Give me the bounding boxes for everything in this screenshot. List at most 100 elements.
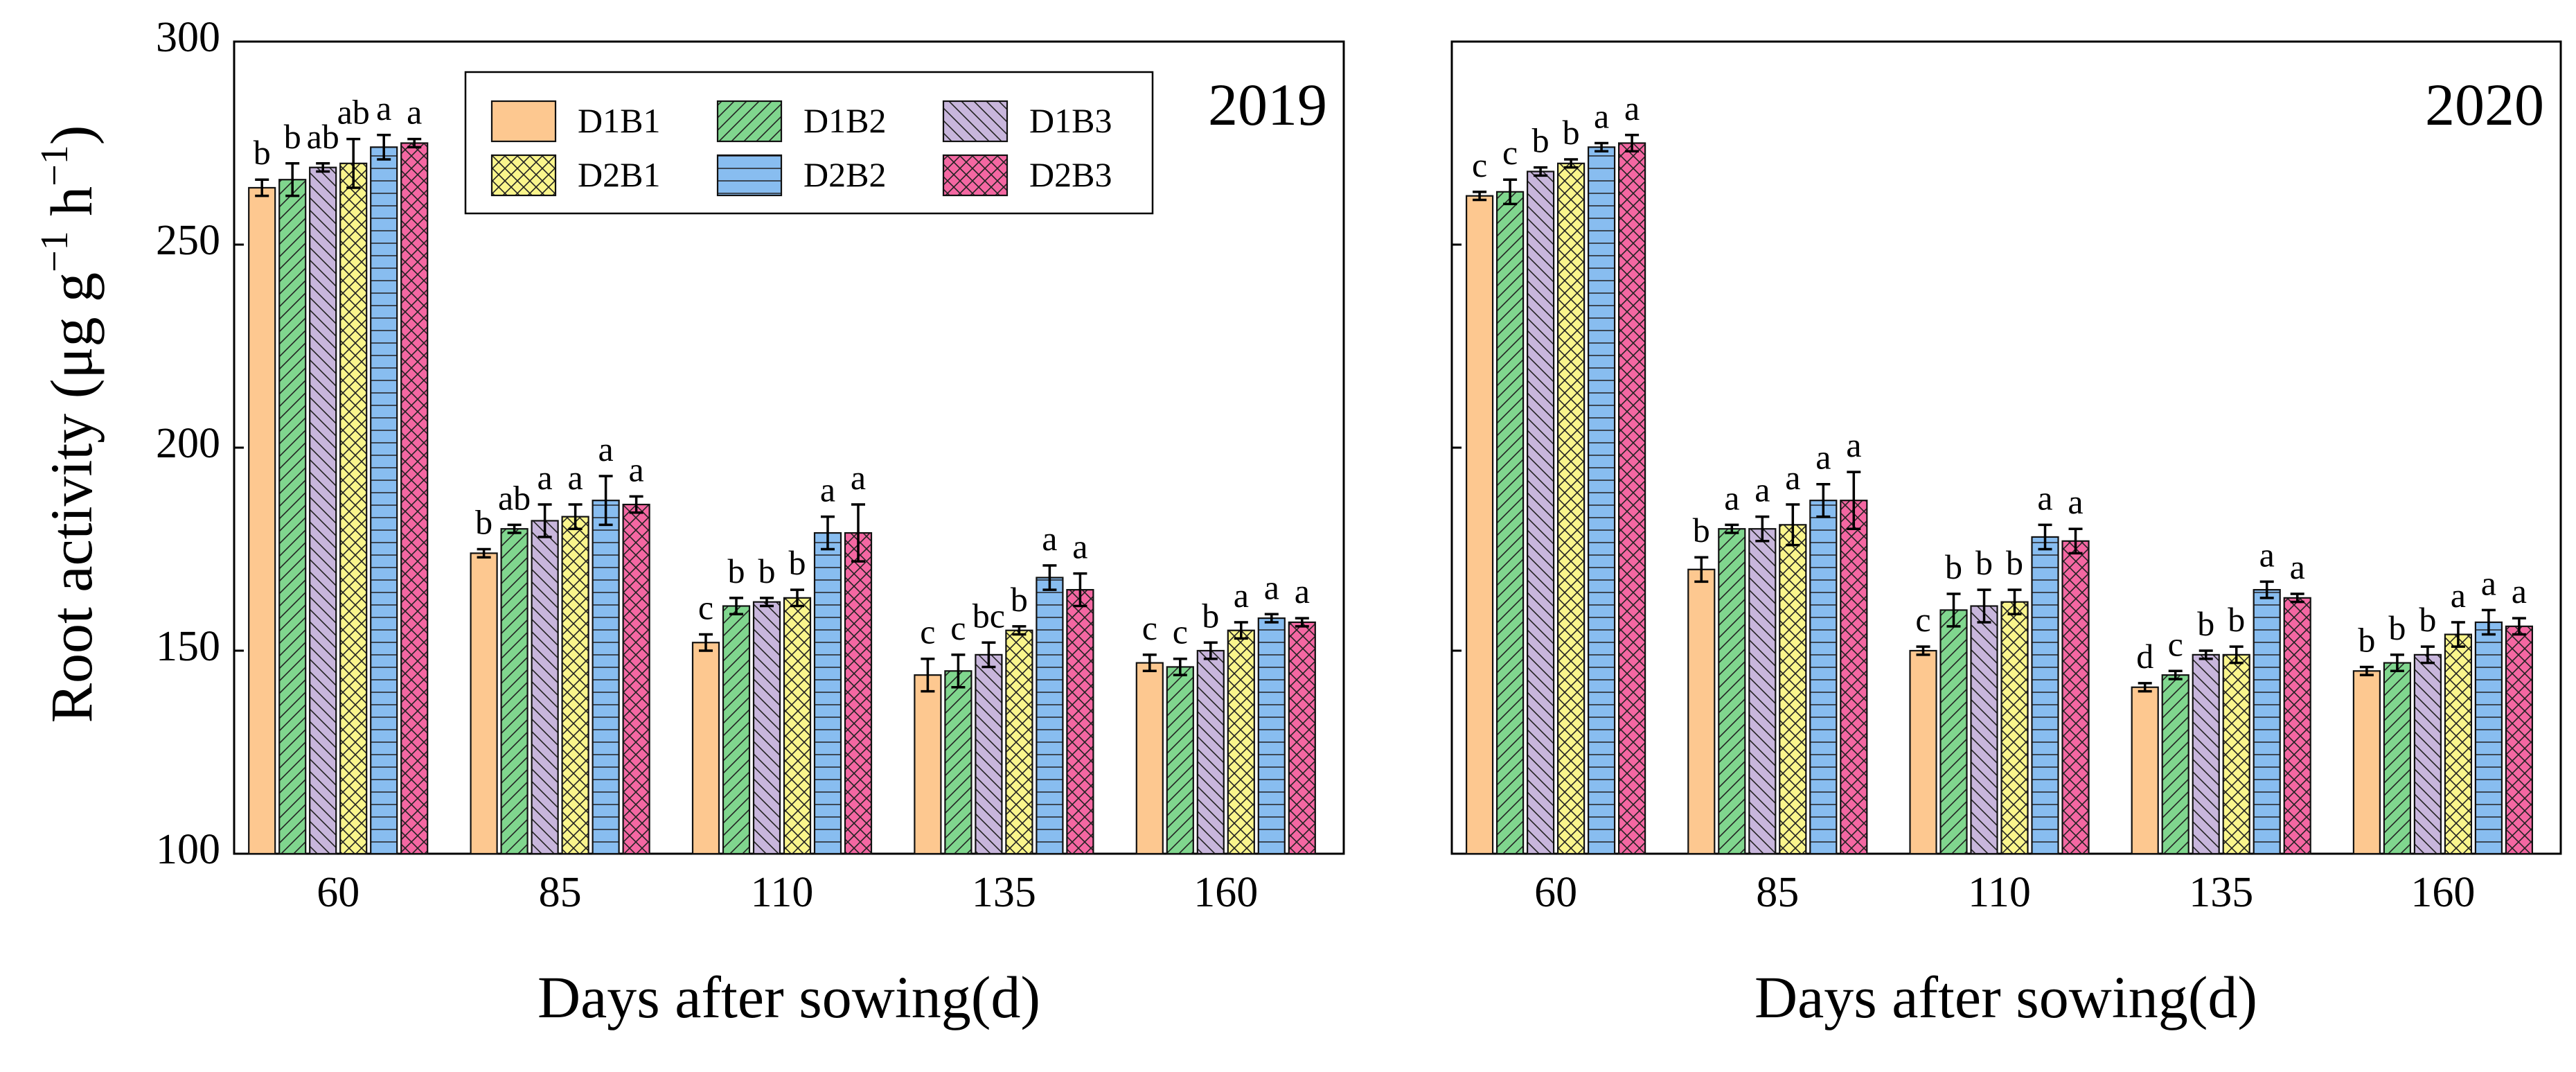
significance-letter: b xyxy=(2197,604,2214,643)
y-axis-title-sup1: −1 xyxy=(33,231,76,272)
x-tick-label: 60 xyxy=(1534,869,1577,916)
bar-d1b3 xyxy=(2192,653,2220,855)
bar-d1b1 xyxy=(914,674,942,855)
x-tick-label: 160 xyxy=(1193,869,1258,916)
y-axis-title-main: Root activity (μg g xyxy=(38,272,105,723)
bar-d2b1 xyxy=(339,162,368,855)
significance-letter: a xyxy=(1264,568,1279,606)
bar-d2b3 xyxy=(1618,142,1646,855)
y-tick-label: 100 xyxy=(156,826,220,873)
significance-letter: a xyxy=(1295,572,1310,610)
legend-label: D2B1 xyxy=(578,155,660,194)
bar-d2b3 xyxy=(2061,540,2090,855)
significance-letter: a xyxy=(2481,563,2496,602)
bar-d2b3 xyxy=(622,503,650,855)
significance-letter: b xyxy=(475,503,492,542)
y-tick-label: 250 xyxy=(156,217,220,264)
significance-letter: a xyxy=(820,471,835,509)
significance-letter: a xyxy=(598,430,613,468)
significance-letter: b xyxy=(758,552,776,590)
bar-d2b3 xyxy=(400,142,429,855)
significance-letter: a xyxy=(537,458,552,497)
bar-d1b3 xyxy=(752,601,781,855)
significance-letter: a xyxy=(1724,478,1739,517)
significance-letter: b xyxy=(2358,620,2375,659)
significance-letter: b xyxy=(284,117,301,156)
bar-d1b1 xyxy=(2131,686,2159,855)
x-tick-label: 60 xyxy=(317,869,359,916)
significance-letter: a xyxy=(376,89,391,128)
significance-letter: b xyxy=(789,543,806,582)
y-axis-title: Root activity (μg g−1 h−1) xyxy=(33,125,105,723)
bar-d2b1 xyxy=(1557,162,1585,855)
significance-letter: b xyxy=(1563,113,1580,152)
bar-d2b1 xyxy=(1227,629,1255,855)
legend-label: D1B2 xyxy=(803,101,886,140)
bar-d1b3 xyxy=(1196,649,1225,855)
significance-letter: a xyxy=(2512,572,2527,610)
significance-letter: c xyxy=(920,613,935,651)
bar-d1b1 xyxy=(1687,568,1716,855)
legend-swatch-d2b3 xyxy=(942,154,1009,197)
bar-d2b2 xyxy=(813,531,842,855)
y-tick-label: 150 xyxy=(156,623,220,670)
significance-letter: bc xyxy=(972,596,1005,635)
x-tick-label: 110 xyxy=(751,869,814,916)
bar-d2b2 xyxy=(2474,621,2503,855)
significance-letter: b xyxy=(1693,511,1710,550)
panel-title: 2019 xyxy=(1208,71,1327,138)
x-axis-title-2019: Days after sowing(d) xyxy=(538,964,1040,1030)
significance-letter: a xyxy=(628,450,643,489)
bar-d1b3 xyxy=(1970,605,1998,855)
significance-letter: b xyxy=(1011,580,1028,619)
significance-letter: a xyxy=(407,93,422,132)
legend: D1B1 D1B2 D1B3 D2B1 D2B2 D2B3 xyxy=(464,71,1154,215)
bar-d1b1 xyxy=(1466,195,1494,855)
bar-d1b2 xyxy=(2383,662,2411,855)
significance-letter: ab xyxy=(307,117,339,156)
bar-d2b3 xyxy=(1066,588,1094,855)
bar-d1b3 xyxy=(1748,528,1777,855)
bar-d1b2 xyxy=(1496,191,1525,855)
panel-title: 2020 xyxy=(2425,71,2544,138)
bar-d1b3 xyxy=(2413,653,2442,855)
significance-letter: a xyxy=(1846,425,1861,464)
legend-label: D2B2 xyxy=(803,155,886,194)
y-axis-title-sup2: −1 xyxy=(33,145,76,186)
significance-letter: c xyxy=(1472,146,1487,184)
significance-letter: a xyxy=(1594,97,1609,136)
legend-swatch-d1b2 xyxy=(716,100,783,143)
bar-d1b3 xyxy=(1527,170,1555,855)
significance-letter: c xyxy=(1502,133,1518,172)
bar-d1b3 xyxy=(309,166,337,855)
significance-letter: a xyxy=(1624,89,1640,128)
bar-d2b1 xyxy=(783,597,812,855)
significance-letter: b xyxy=(2006,543,2023,582)
bar-d1b1 xyxy=(1135,662,1164,855)
bar-d2b2 xyxy=(370,146,398,855)
legend-label: D1B3 xyxy=(1029,101,1112,140)
bar-d2b3 xyxy=(2283,597,2311,855)
significance-letter: ab xyxy=(498,478,531,517)
legend-swatch-d1b3 xyxy=(942,100,1009,143)
significance-letter: b xyxy=(1975,543,1993,582)
significance-letter: a xyxy=(2037,478,2052,517)
bar-d2b3 xyxy=(1840,500,1868,855)
significance-letter: a xyxy=(2290,547,2305,586)
bar-d2b2 xyxy=(592,500,620,855)
significance-letter: a xyxy=(1785,458,1800,497)
significance-letter: b xyxy=(2388,608,2406,647)
legend-swatch-d2b1 xyxy=(490,154,557,197)
bar-d2b2 xyxy=(1588,146,1616,855)
bar-d1b1 xyxy=(1909,649,1937,855)
bar-d2b2 xyxy=(2031,536,2059,855)
bar-d2b3 xyxy=(844,531,873,855)
legend-swatch-d2b2 xyxy=(716,154,783,197)
bar-d1b1 xyxy=(248,186,276,855)
significance-letter: a xyxy=(2451,576,2466,615)
bar-d2b3 xyxy=(1288,621,1316,855)
significance-letter: c xyxy=(950,608,966,647)
